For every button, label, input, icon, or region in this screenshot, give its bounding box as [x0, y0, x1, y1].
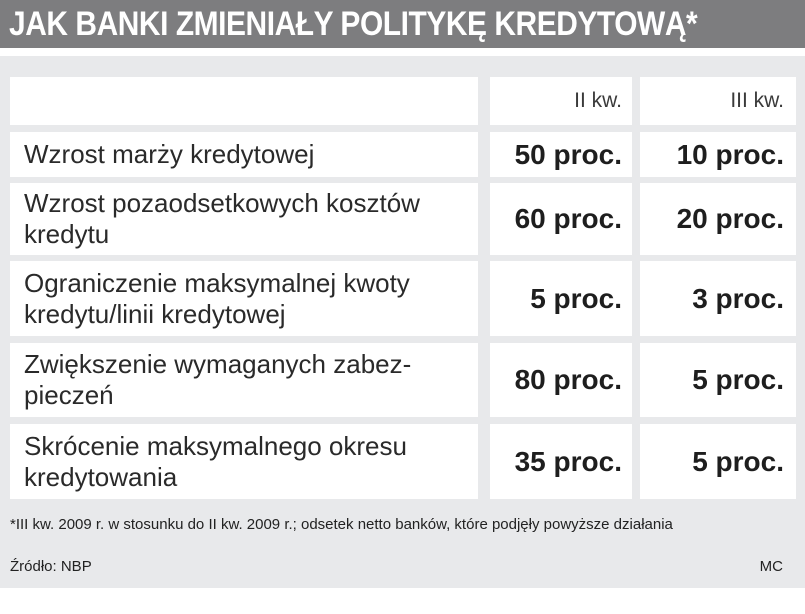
value-q2: 50 proc. [490, 132, 632, 177]
value-q2: 80 proc. [490, 343, 632, 417]
table-row: Wzrost pozaodsetkowych kosztów kredytu 6… [10, 183, 796, 255]
header-bar: JAK BANKI ZMIENIAŁY POLITYKĘ KREDYTOWĄ* [0, 0, 805, 48]
value-q2: 60 proc. [490, 183, 632, 255]
author-initials: MC [759, 558, 783, 575]
value-q3: 3 proc. [640, 261, 796, 336]
value-q3: 5 proc. [640, 343, 796, 417]
footnote: *III kw. 2009 r. w stosunku do II kw. 20… [10, 516, 673, 533]
value-q3: 10 proc. [640, 132, 796, 177]
row-label: Wzrost pozaodsetkowych kosztów kredytu [10, 183, 478, 255]
table-row: Wzrost marży kredytowej 50 proc. 10 proc… [10, 132, 796, 177]
table-row: Zwiększenie wymaganych zabez-pieczeń 80 … [10, 343, 796, 417]
value-q3: 20 proc. [640, 183, 796, 255]
value-q2: 35 proc. [490, 424, 632, 499]
value-q3: 5 proc. [640, 424, 796, 499]
column-header-q3: III kw. [640, 77, 796, 125]
row-label: Zwiększenie wymaganych zabez-pieczeń [10, 343, 478, 417]
source-credit: Źródło: NBP [10, 558, 92, 575]
column-header-q2: II kw. [490, 77, 632, 125]
chart-title: JAK BANKI ZMIENIAŁY POLITYKĘ KREDYTOWĄ* [9, 5, 698, 43]
header-label-cell [10, 77, 478, 125]
table-row: Ograniczenie maksymalnej kwoty kredytu/l… [10, 261, 796, 336]
table-header-row: II kw. III kw. [10, 77, 796, 125]
value-q2: 5 proc. [490, 261, 632, 336]
row-label: Skrócenie maksymalnego okresu kredytowan… [10, 424, 478, 499]
row-label: Ograniczenie maksymalnej kwoty kredytu/l… [10, 261, 478, 336]
row-label: Wzrost marży kredytowej [10, 132, 478, 177]
table-row: Skrócenie maksymalnego okresu kredytowan… [10, 424, 796, 499]
